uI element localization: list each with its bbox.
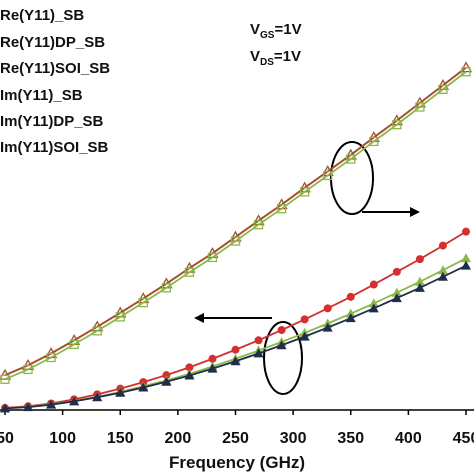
marker	[161, 376, 172, 386]
marker	[368, 303, 379, 313]
arrow-head	[410, 207, 420, 217]
marker	[299, 331, 310, 341]
annotation-suffix: =1V	[274, 21, 301, 38]
series-line	[4, 257, 467, 410]
annotation-suffix: =1V	[274, 48, 301, 65]
x-tick-label: 450	[453, 430, 474, 447]
marker	[461, 67, 471, 77]
marker	[369, 280, 378, 289]
marker	[69, 396, 80, 406]
legend-label: Im(Y11)SOI_SB	[0, 139, 109, 156]
marker	[438, 241, 447, 250]
callout-ellipse	[263, 321, 303, 395]
marker	[161, 283, 172, 293]
annotation-subscript: DS	[260, 57, 274, 68]
marker	[299, 187, 310, 197]
marker	[437, 271, 448, 281]
marker	[322, 322, 333, 332]
arrow-head	[194, 313, 204, 323]
legend-label: Re(Y11)DP_SB	[0, 34, 105, 51]
annotation: VDS=1V	[250, 48, 301, 68]
series-line	[4, 71, 467, 381]
marker	[46, 352, 56, 363]
marker	[138, 297, 148, 308]
marker	[92, 326, 102, 336]
marker	[414, 282, 425, 292]
marker	[415, 102, 425, 112]
marker	[254, 336, 263, 345]
marker	[162, 371, 171, 380]
marker	[461, 260, 471, 270]
x-axis-label: Frequency (GHz)	[169, 453, 305, 472]
x-tick-label: 50	[0, 430, 14, 447]
marker	[391, 287, 402, 297]
marker	[461, 253, 471, 263]
x-tick-label: 150	[107, 430, 134, 447]
x-tick-label: 200	[165, 430, 192, 447]
legend-label: Im(Y11)_SB	[0, 87, 83, 104]
marker	[115, 312, 125, 322]
marker	[345, 308, 356, 318]
legend-label: Im(Y11)DP_SB	[0, 113, 104, 130]
marker	[0, 403, 10, 413]
marker	[253, 220, 264, 230]
series-line	[4, 264, 467, 410]
marker	[415, 255, 424, 264]
legend-label: Re(Y11)_SB	[0, 7, 84, 24]
marker	[115, 387, 126, 397]
x-tick-label: 400	[395, 430, 422, 447]
marker	[207, 252, 218, 263]
marker	[276, 340, 287, 350]
marker	[230, 236, 241, 246]
callout-ellipse	[330, 141, 374, 215]
x-tick-label: 350	[337, 430, 364, 447]
marker	[184, 370, 195, 380]
legend-label: Re(Y11)SOI_SB	[0, 60, 110, 77]
marker	[276, 204, 287, 214]
marker	[0, 374, 10, 384]
marker	[414, 276, 425, 286]
marker	[346, 154, 356, 164]
marker	[253, 348, 264, 358]
marker	[92, 392, 103, 402]
marker	[369, 136, 379, 147]
marker	[23, 402, 34, 412]
annotation: VGS=1V	[250, 21, 302, 41]
x-tick-label: 100	[49, 430, 76, 447]
marker	[437, 265, 448, 275]
marker	[392, 267, 401, 276]
annotation-subscript: GS	[260, 30, 275, 41]
marker	[231, 345, 240, 354]
marker	[346, 292, 355, 301]
annotation-main: V	[250, 21, 260, 38]
marker	[391, 293, 402, 303]
marker	[323, 170, 333, 181]
marker	[345, 313, 356, 323]
marker	[462, 227, 470, 236]
marker	[438, 84, 448, 95]
marker	[23, 364, 33, 375]
marker	[368, 298, 379, 308]
marker	[46, 399, 57, 409]
marker	[323, 304, 332, 313]
x-tick-label: 300	[280, 430, 307, 447]
x-tick-label: 250	[222, 430, 249, 447]
annotation-main: V	[250, 48, 260, 65]
marker	[69, 339, 79, 350]
marker	[184, 267, 195, 277]
marker	[208, 354, 217, 363]
marker	[392, 119, 402, 130]
marker	[230, 356, 241, 366]
marker	[300, 315, 309, 324]
marker	[277, 326, 286, 335]
marker	[207, 363, 218, 373]
series-line	[4, 230, 467, 409]
marker	[138, 382, 149, 392]
marker	[185, 363, 194, 372]
